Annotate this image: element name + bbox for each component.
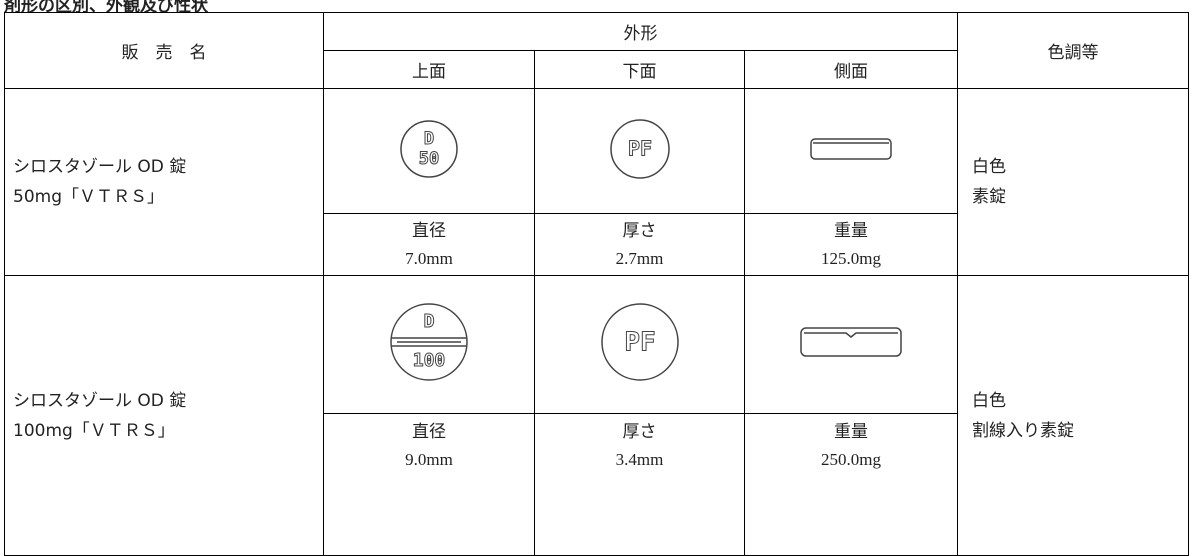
dim-value: 3.4mm [615,450,664,469]
pill-mark: D [424,311,435,332]
color-line: 白色 [972,390,1006,411]
dim-label: 重量 [834,422,868,442]
pill-mark: PF [627,136,651,160]
dim-label: 厚さ [622,422,657,442]
header-bottom: 下面 [534,50,745,89]
dim-label: 直径 [412,220,446,241]
dim-label: 重量 [834,220,868,241]
pill-mark: D [424,129,434,149]
header-color: 色調等 [957,12,1189,89]
pill-top: D 100 [390,303,468,381]
pill-mark: PF [624,328,655,358]
dim-value: 125.0mg [821,248,881,268]
product-name: シロスタゾール OD 錠 50mg「ＶＴＲＳ」 [4,88,324,276]
name-line: 100mg「ＶＴＲＳ」 [13,420,175,441]
header-shape: 外形 [323,12,958,51]
pill-top: D 50 [400,119,458,178]
dim-value: 250.0mg [821,450,881,469]
dim-value: 7.0mm [405,248,453,268]
pill-bottom: PF [600,303,679,381]
appearance-table: 販 売 名 外形 色調等 上面 下面 側面 シロスタゾール OD 錠 50mg「… [4,12,1189,556]
color-line: 素錠 [972,187,1006,207]
header-side: 側面 [744,50,958,89]
pill-mark: 100 [413,350,446,371]
pill-side [810,137,892,160]
color-cell: 白色 素錠 [957,88,1189,276]
header-name: 販 売 名 [4,12,324,89]
color-line: 割線入り素錠 [972,420,1074,441]
dim-label: 直径 [412,422,446,442]
dim-value: 2.7mm [615,248,664,268]
color-line: 白色 [972,157,1006,177]
dim-value: 9.0mm [405,450,453,469]
name-line: シロスタゾール OD 錠 [13,390,187,411]
pill-bottom: PF [609,118,670,179]
name-line: 50mg「ＶＴＲＳ」 [13,187,164,207]
pill-mark: 50 [419,149,439,169]
color-cell: 白色 割線入り素錠 [957,275,1189,556]
product-name: シロスタゾール OD 錠 100mg「ＶＴＲＳ」 [4,275,324,556]
header-top: 上面 [323,50,535,89]
name-line: シロスタゾール OD 錠 [13,157,187,177]
dim-label: 厚さ [622,220,657,241]
pill-side [800,327,902,357]
